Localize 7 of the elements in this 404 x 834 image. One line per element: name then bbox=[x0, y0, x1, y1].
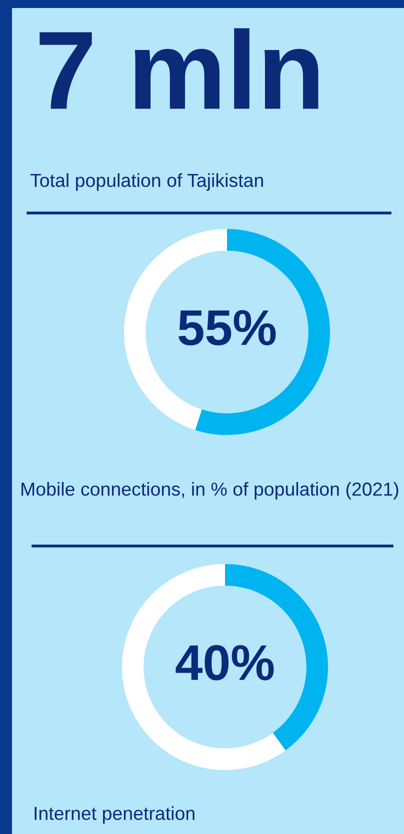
text: Mobile connections, in % of population (2021) bbox=[22, 482, 398, 500]
text: Total population of Tajikistan bbox=[30, 173, 263, 191]
text: Internet penetration bbox=[34, 806, 194, 824]
text: 55% bbox=[178, 310, 276, 346]
text: 7 mln bbox=[40, 28, 318, 109]
donut-slice bbox=[122, 564, 286, 770]
text: 40% bbox=[176, 645, 274, 680]
